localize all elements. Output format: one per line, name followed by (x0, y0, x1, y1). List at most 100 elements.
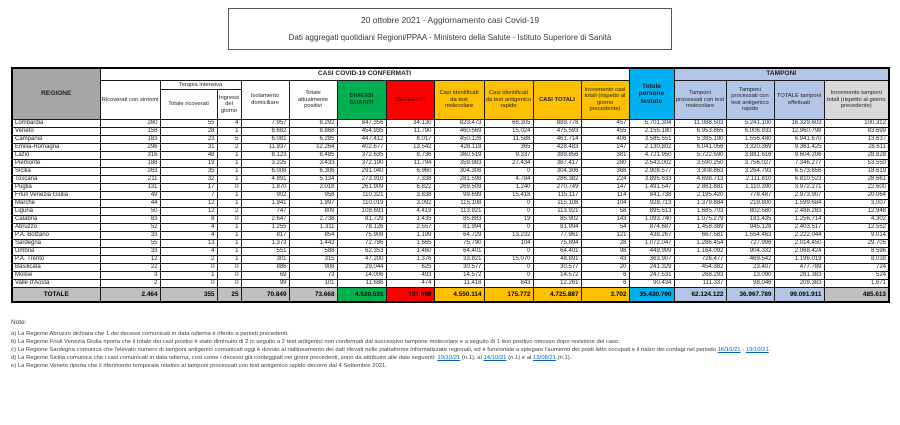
cell-incremento-casi: 104 (580, 199, 630, 209)
region-name: Veneto (11, 127, 101, 137)
group-header-tamponi: TAMPONI (673, 67, 890, 81)
table-row: Veneto 158 28 1 8.682 8.868 454.935 11.790 460.5… (11, 127, 890, 137)
cell-positivi: 101 (288, 279, 338, 289)
cell-testate: 241.329 (628, 263, 675, 273)
cell-deceduti: 1.199 (385, 231, 435, 241)
cell-incremento-tamponi: 9.014 (823, 231, 890, 241)
date-link[interactable]: 19/10/21 (745, 347, 769, 354)
cell-testate: 5.701.304 (628, 119, 675, 129)
cell-ricoverati: 263 (99, 167, 161, 177)
cell-deceduti: 7.338 (385, 175, 435, 185)
cell-deceduti: 13.542 (385, 143, 435, 153)
cell-tamponi-antigenico: 3.756.027 (725, 159, 775, 169)
report-header: 20 ottobre 2021 - Aggiornamento casi Cov… (228, 8, 672, 50)
cell-positivi: 809 (288, 207, 338, 217)
date-link[interactable]: 16/10/21 (717, 347, 741, 354)
cell-tamponi-molecolare: 1.164.092 (673, 247, 727, 257)
region-name: Basilicata (11, 263, 101, 273)
cell-incremento-tamponi: 4.302 (823, 215, 890, 225)
cell-incremento-casi: 224 (580, 175, 630, 185)
cell-deceduti: 6.822 (385, 183, 435, 193)
cell-testate: 4.721.950 (628, 151, 675, 161)
cell-ti-totale: 17 (159, 183, 218, 193)
date-link[interactable]: 13/08/21 (533, 355, 556, 362)
cell-positivi: 958 (288, 191, 338, 201)
cell-ti-ingressi: 0 (216, 279, 242, 289)
cell-guariti: 11.686 (336, 279, 387, 289)
note-line: e) La Regione Veneto riporta che il rife… (11, 363, 387, 370)
cell-incremento-casi: 54 (580, 223, 630, 233)
cell-positivi: 854 (288, 231, 338, 241)
cell-ti-totale: 48 (159, 151, 218, 161)
cell-incremento-casi: 147 (580, 183, 630, 193)
cell-incremento-tamponi: 53.550 (823, 159, 890, 169)
cell-isolamento: 1.255 (240, 223, 290, 233)
cell-incremento-tamponi: 13.637 (823, 135, 890, 145)
cell-tamponi-totale: 7.346.277 (773, 159, 825, 169)
cell-ricoverati: 22 (99, 263, 161, 273)
region-name: P.A. Bolzano (11, 231, 101, 241)
cell-casi-totali: 115.117 (532, 191, 582, 201)
table-row: Puglia 131 17 0 1.870 2.018 261.909 6.822 269.50… (11, 183, 890, 193)
cell-tamponi-antigenico: 98.046 (725, 279, 775, 289)
region-name: Lazio (11, 151, 101, 161)
cell-testate: 2.155.180 (628, 127, 675, 137)
date-link[interactable]: 14/10/21 (483, 355, 507, 362)
cell-tamponi-totale: 2.488.283 (773, 207, 825, 217)
cell-ti-ingressi: 1 (216, 127, 242, 137)
cell-positivi: 5.134 (288, 175, 338, 185)
cell-ti-totale: 23 (159, 135, 218, 145)
cell-casi-molecolare: 64.729 (433, 231, 485, 241)
cell-isolamento: 6.008 (240, 167, 290, 177)
cell-casi-antigenico: 15.418 (483, 191, 534, 201)
cell-tamponi-antigenico: 181.435 (725, 215, 775, 225)
cell-incremento-casi: 143 (580, 215, 630, 225)
cell-deceduti: 2.557 (385, 223, 435, 233)
cell-incremento-tamponi: 524 (823, 271, 890, 281)
table-row: Sardegna 55 13 1 1.373 1.443 72.786 1.665 75.790… (11, 239, 890, 249)
col-header-tamponi-antigenico: Tamponi processati con test antigenico r… (725, 79, 775, 121)
cell-testate: 2.130.802 (628, 143, 675, 153)
total-tamponi-antigenico: 36.967.789 (725, 287, 775, 303)
cell-testate: 928.713 (628, 199, 675, 209)
totals-row: TOTALE 2.464 355 25 70.849 73.668 4.520.531 131… (11, 287, 890, 303)
cell-ti-ingressi: 2 (216, 143, 242, 153)
col-header-casi-totali: CASI TOTALI (532, 79, 582, 121)
cell-ti-totale: 4 (159, 247, 218, 257)
cell-tamponi-molecolare: 5.722.590 (673, 151, 727, 161)
cell-incremento-tamponi: 1.671 (823, 279, 890, 289)
cell-testate: 1.072.047 (628, 239, 675, 249)
cell-isolamento: 8.123 (240, 151, 290, 161)
cell-casi-antigenico: 66.305 (483, 119, 534, 129)
cell-testate: 1.093.740 (628, 215, 675, 225)
region-name: P.A. Trento (11, 255, 101, 265)
cell-testate: 874.687 (628, 223, 675, 233)
cell-tamponi-molecolare: 6.041.056 (673, 143, 727, 153)
cell-casi-molecolare: 115.108 (433, 199, 485, 209)
cell-tamponi-antigenico: 469.542 (725, 255, 775, 265)
cell-ricoverati: 44 (99, 199, 161, 209)
cell-casi-molecolare: 380.519 (433, 151, 485, 161)
date-link[interactable]: 19/10/21 (437, 355, 461, 362)
cell-tamponi-totale: 9.604.206 (773, 151, 825, 161)
cell-guariti: 110.019 (336, 199, 387, 209)
total-tamponi-molecolare: 62.124.122 (673, 287, 727, 303)
cell-incremento-tamponi: 100.312 (823, 119, 890, 129)
cell-ti-totale: 19 (159, 159, 218, 169)
cell-incremento-tamponi: 8.596 (823, 247, 890, 257)
region-name: Abruzzo (11, 223, 101, 233)
cell-casi-molecolare: 85.883 (433, 215, 485, 225)
cell-casi-totali: 270.749 (532, 183, 582, 193)
region-name: Marche (11, 199, 101, 209)
cell-incremento-tamponi: 3.007 (823, 199, 890, 209)
table-row: Lombardia 280 55 4 7.957 8.292 847.356 34.130 82… (11, 119, 890, 129)
cell-isolamento: 301 (240, 255, 290, 265)
cell-deceduti: 3.838 (385, 191, 435, 201)
cell-positivi: 315 (288, 255, 338, 265)
cell-guariti: 29.044 (336, 263, 387, 273)
cell-ricoverati: 50 (99, 207, 161, 217)
cell-ti-ingressi: 1 (216, 239, 242, 249)
cell-casi-totali: 30.577 (532, 263, 582, 273)
cell-positivi: 73 (288, 271, 338, 281)
cell-casi-antigenico: 0 (483, 247, 534, 257)
